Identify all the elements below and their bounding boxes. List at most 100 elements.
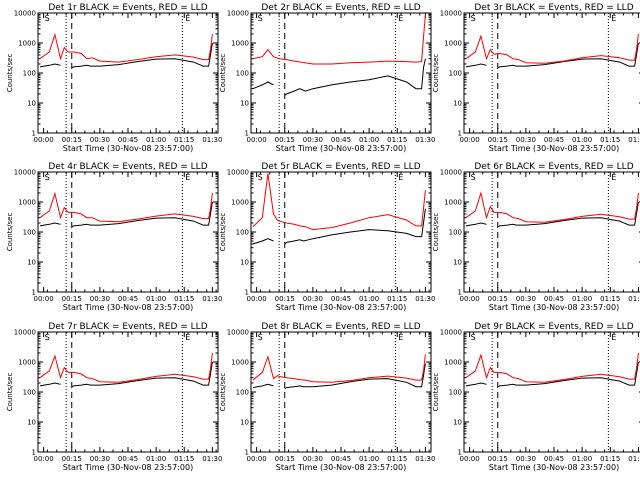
x-tick-label: 01:00 — [359, 136, 379, 144]
x-tick-label: 00:30 — [303, 455, 323, 463]
x-tick-label: 00:45 — [544, 136, 564, 144]
marker-s: S — [45, 173, 50, 182]
events-series-line — [39, 201, 213, 228]
events-series-line — [39, 42, 213, 69]
y-axis-label: Counts/sec — [432, 373, 440, 412]
x-tick-label: 00:00 — [460, 136, 480, 144]
y-tick-label: 1000 — [444, 359, 462, 367]
x-tick-label: 01:15 — [174, 455, 194, 463]
y-tick-label: 1000 — [231, 359, 249, 367]
x-axis-label: Start Time (30-Nov-08 23:57:00) — [489, 144, 619, 153]
x-axis-label: Start Time (30-Nov-08 23:57:00) — [63, 463, 193, 472]
events-series-line — [252, 58, 426, 96]
x-tick-label: 01:15 — [387, 136, 407, 144]
x-axis-label: Start Time (30-Nov-08 23:57:00) — [63, 144, 193, 153]
y-tick-label: 10000 — [440, 10, 462, 18]
y-tick-label: 1 — [245, 289, 249, 297]
y-tick-label: 1 — [245, 449, 249, 457]
y-axis-label: Counts/sec — [219, 54, 227, 93]
y-tick-label: 100 — [449, 229, 462, 237]
y-tick-label: 10000 — [440, 329, 462, 337]
y-axis-label: Counts/sec — [219, 373, 227, 412]
x-tick-label: 00:30 — [90, 295, 110, 303]
y-tick-label: 10 — [27, 259, 36, 267]
x-tick-label: 00:30 — [90, 455, 110, 463]
panel-title: Det 9r BLACK = Events, RED = LLD — [474, 322, 633, 332]
x-tick-label: 01:30 — [628, 455, 640, 463]
detector-panel-7: Det 7r BLACK = Events, RED = LLD 1 10 100 10… — [6, 322, 222, 472]
marker-e: E — [611, 173, 616, 182]
y-tick-label: 100 — [449, 389, 462, 397]
plot-frame — [463, 171, 640, 293]
x-tick-label: 00:00 — [34, 455, 54, 463]
x-axis-label: Start Time (30-Nov-08 23:57:00) — [489, 303, 619, 312]
y-tick-label: 100 — [23, 229, 36, 237]
y-tick-label: 10000 — [227, 329, 249, 337]
x-tick-label: 01:30 — [202, 295, 222, 303]
x-tick-label: 01:30 — [415, 295, 435, 303]
x-tick-label: 00:30 — [516, 455, 536, 463]
y-tick-label: 1000 — [444, 199, 462, 207]
y-tick-label: 100 — [236, 229, 249, 237]
lld-series-line — [252, 14, 426, 65]
plot-frame — [250, 12, 432, 134]
marker-e: E — [185, 173, 190, 182]
x-tick-label: 01:30 — [202, 136, 222, 144]
y-tick-label: 1 — [458, 130, 462, 138]
lld-series-line — [465, 191, 639, 223]
marker-s: S — [471, 173, 476, 182]
detector-panel-9: Det 9r BLACK = Events, RED = LLD 1 10 100 10… — [432, 322, 640, 472]
y-tick-label: 1 — [458, 449, 462, 457]
x-axis-label: Start Time (30-Nov-08 23:57:00) — [276, 463, 406, 472]
y-tick-label: 10000 — [14, 329, 36, 337]
x-tick-label: 00:45 — [118, 295, 138, 303]
x-tick-label: 01:30 — [415, 455, 435, 463]
events-series-line — [465, 201, 639, 228]
x-tick-label: 01:00 — [146, 295, 166, 303]
x-tick-label: 00:30 — [303, 136, 323, 144]
x-tick-label: 01:15 — [600, 455, 620, 463]
plot-frame — [250, 171, 432, 293]
y-tick-label: 100 — [23, 389, 36, 397]
y-tick-label: 1000 — [231, 40, 249, 48]
x-tick-label: 01:15 — [174, 136, 194, 144]
lld-series-line — [39, 352, 213, 383]
plot-frame — [463, 12, 640, 134]
y-tick-label: 100 — [236, 70, 249, 78]
y-tick-label: 1 — [32, 130, 36, 138]
y-tick-label: 10 — [27, 419, 36, 427]
y-tick-label: 100 — [23, 70, 36, 78]
x-tick-label: 00:15 — [62, 295, 82, 303]
marker-e: E — [398, 173, 403, 182]
x-tick-label: 00:45 — [331, 136, 351, 144]
y-tick-label: 10000 — [227, 10, 249, 18]
x-axis-label: Start Time (30-Nov-08 23:57:00) — [276, 303, 406, 312]
x-tick-label: 00:30 — [90, 136, 110, 144]
y-tick-label: 1 — [32, 289, 36, 297]
detector-panel-4: Det 4r BLACK = Events, RED = LLD 1 10 100 10… — [6, 162, 222, 312]
x-tick-label: 00:30 — [516, 136, 536, 144]
x-tick-label: 00:00 — [34, 295, 54, 303]
x-tick-label: 00:15 — [275, 455, 295, 463]
x-tick-label: 01:00 — [572, 136, 592, 144]
marker-s: S — [471, 14, 476, 23]
y-tick-label: 1000 — [18, 199, 36, 207]
panel-title: Det 8r BLACK = Events, RED = LLD — [261, 322, 420, 332]
plot-frame — [37, 171, 219, 293]
marker-e: E — [185, 14, 190, 23]
x-tick-label: 01:00 — [572, 455, 592, 463]
x-tick-label: 00:45 — [331, 295, 351, 303]
y-tick-label: 100 — [236, 389, 249, 397]
events-series-line — [252, 363, 426, 390]
x-tick-label: 00:45 — [118, 136, 138, 144]
panel-title: Det 4r BLACK = Events, RED = LLD — [48, 162, 207, 172]
y-tick-label: 10 — [27, 100, 36, 108]
x-tick-label: 00:30 — [303, 295, 323, 303]
plot-frame — [250, 331, 432, 453]
y-axis-label: Counts/sec — [6, 54, 14, 93]
panel-title: Det 3r BLACK = Events, RED = LLD — [474, 3, 633, 13]
plot-frame — [37, 331, 219, 453]
x-tick-label: 01:30 — [628, 136, 640, 144]
x-tick-label: 01:15 — [600, 136, 620, 144]
